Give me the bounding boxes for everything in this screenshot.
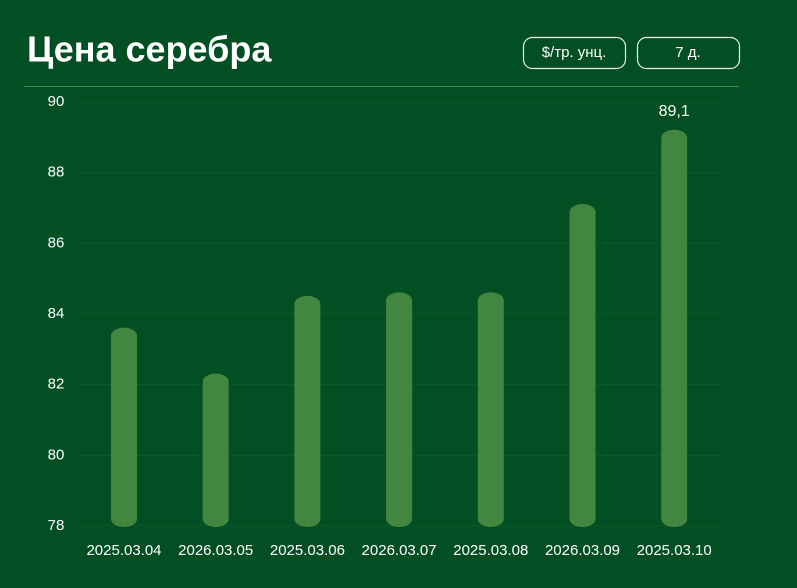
button-frame[interactable] [522,36,627,70]
x-tick-label: 2025.03.06 [270,542,345,559]
x-tick-label: 2025.03.04 [86,542,161,559]
x-tick-label: 2026.03.05 [178,542,253,559]
bar [477,292,504,527]
x-tick-label: 2025.03.10 [637,542,712,559]
y-tick-label: 88 [48,164,65,181]
bar [661,129,688,528]
y-tick-label: 78 [48,517,65,534]
y-tick-label: 80 [48,446,65,463]
y-tick-label: 82 [48,376,65,393]
button-label[interactable]: 7 д. [675,44,700,61]
button-label[interactable]: $/тр. унц. [542,44,607,61]
bar [386,292,413,527]
y-tick-label: 84 [48,305,65,322]
value-label: 89,1 [659,103,690,120]
y-tick-label: 90 [48,93,65,110]
button-frame[interactable] [636,36,741,70]
unit-button[interactable]: $/тр. унц. [522,36,627,70]
y-tick-label: 86 [48,234,65,251]
x-tick-label: 2026.03.09 [545,542,620,559]
x-tick-label: 2026.03.07 [362,542,437,559]
chart-title: Цена серебра [27,29,272,70]
bar [294,295,321,527]
bar [569,204,596,527]
x-tick-label: 2025.03.08 [453,542,528,559]
bar [202,373,229,527]
period-button[interactable]: 7 д. [636,36,741,70]
bar [111,327,137,527]
